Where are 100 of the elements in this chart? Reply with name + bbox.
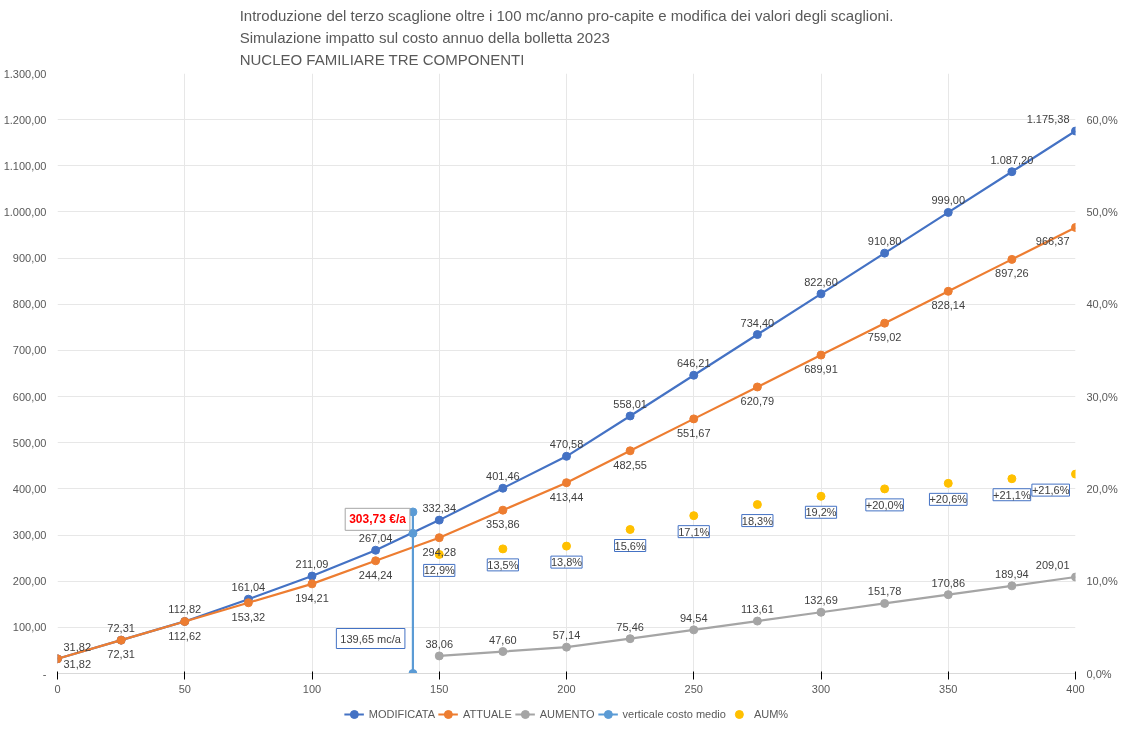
x-tick-label: 150	[430, 682, 449, 695]
y-tick-label: 400,00	[12, 482, 47, 495]
x-tick-label: 0	[54, 682, 61, 695]
data-label: 18,3%	[741, 514, 774, 527]
x-tick-label: 350	[939, 682, 958, 695]
point	[243, 598, 253, 608]
point	[752, 382, 762, 392]
y-tick-label: 1.100,00	[3, 159, 47, 172]
data-label: 558,01	[613, 397, 647, 410]
data-label: 72,31	[107, 622, 135, 635]
y2-tick-label: 50,0%	[1086, 205, 1118, 218]
data-label: 332,34	[422, 502, 457, 515]
data-label: 1.175,38	[1026, 113, 1070, 126]
data-label: 13,5%	[487, 558, 519, 571]
data-label: 470,58	[549, 438, 584, 451]
point	[562, 541, 571, 551]
y-tick-label: 1.200,00	[3, 113, 47, 126]
legend-label: AUM%	[753, 708, 789, 720]
data-label: 57,14	[552, 629, 581, 642]
point	[307, 571, 317, 581]
y-tick-label: 1.000,00	[3, 205, 47, 218]
data-label: 244,24	[358, 568, 393, 581]
point	[625, 446, 635, 456]
x-tick-label: 100	[302, 682, 322, 695]
point	[625, 525, 635, 534]
point	[307, 579, 317, 589]
point	[752, 330, 762, 340]
x-tick-label: 300	[811, 682, 831, 695]
data-label: 413,44	[549, 490, 584, 503]
point	[689, 414, 699, 424]
data-label: 999,00	[931, 194, 966, 207]
point	[816, 350, 826, 360]
annotation: 303,73 €/a	[349, 512, 407, 527]
data-label: 161,04	[231, 581, 266, 594]
data-label: 94,54	[679, 611, 708, 624]
y2-tick-label: 40,0%	[1086, 298, 1118, 311]
data-label: 38,06	[425, 637, 454, 650]
x-tick-label: 50	[178, 682, 191, 695]
data-label: 19,2%	[805, 506, 837, 519]
y-tick-label: 100,00	[12, 621, 47, 634]
data-label: 482,55	[613, 458, 647, 471]
y-tick-label: -	[42, 667, 47, 680]
point	[498, 544, 508, 554]
data-label: 170,86	[931, 576, 966, 589]
point	[880, 598, 890, 608]
data-label: 189,94	[995, 567, 1029, 580]
data-label: 759,02	[867, 331, 902, 344]
point	[880, 484, 890, 494]
point	[434, 651, 444, 661]
data-label: 689,91	[804, 363, 838, 376]
point	[408, 528, 418, 538]
point	[943, 590, 953, 600]
point	[1007, 581, 1017, 591]
data-label: 646,21	[676, 357, 711, 370]
point	[371, 556, 381, 566]
x-tick-label: 200	[557, 682, 576, 695]
point	[816, 289, 826, 299]
point	[943, 478, 953, 488]
point	[752, 616, 762, 626]
y2-tick-label: 60,0%	[1086, 113, 1118, 126]
y-tick-label: 200,00	[12, 575, 47, 588]
point	[371, 545, 381, 555]
data-label: 13,8%	[550, 556, 583, 569]
point	[562, 642, 571, 652]
data-label: 31,82	[63, 640, 92, 653]
data-label: 897,26	[995, 267, 1029, 280]
point	[752, 500, 762, 510]
data-label: +20,0%	[865, 498, 904, 511]
point	[498, 647, 508, 657]
x-tick-label: 250	[684, 682, 703, 695]
point	[625, 411, 635, 421]
y2-tick-label: 10,0%	[1086, 575, 1118, 588]
point	[880, 248, 890, 258]
point	[498, 505, 508, 515]
legend-label: AUMENTO	[539, 708, 595, 720]
legend-label: ATTUALE	[463, 708, 512, 720]
y2-tick-label: 30,0%	[1086, 390, 1118, 403]
point	[689, 625, 699, 635]
point	[880, 318, 890, 328]
data-label: 401,46	[486, 470, 520, 483]
data-label: 209,01	[1035, 559, 1070, 572]
point	[1007, 254, 1017, 264]
data-label: 267,04	[358, 532, 393, 545]
data-label: 211,09	[295, 558, 329, 571]
legend-label: MODIFICATA	[368, 708, 436, 720]
data-label: 31,82	[63, 657, 92, 670]
data-label: 113,61	[740, 603, 774, 616]
point	[562, 451, 571, 461]
data-label: 17,1%	[678, 525, 710, 538]
data-label: 353,86	[486, 518, 520, 531]
point	[434, 533, 444, 543]
data-label: 620,79	[740, 394, 775, 407]
y2-tick-label: 0,0%	[1086, 667, 1112, 680]
legend-label: verticale costo medio	[622, 708, 726, 720]
point	[498, 483, 508, 493]
point	[1007, 474, 1017, 484]
y2-tick-label: 20,0%	[1086, 482, 1118, 495]
point	[689, 511, 699, 521]
y-tick-label: 300,00	[12, 529, 47, 542]
data-label: 153,32	[231, 610, 266, 623]
